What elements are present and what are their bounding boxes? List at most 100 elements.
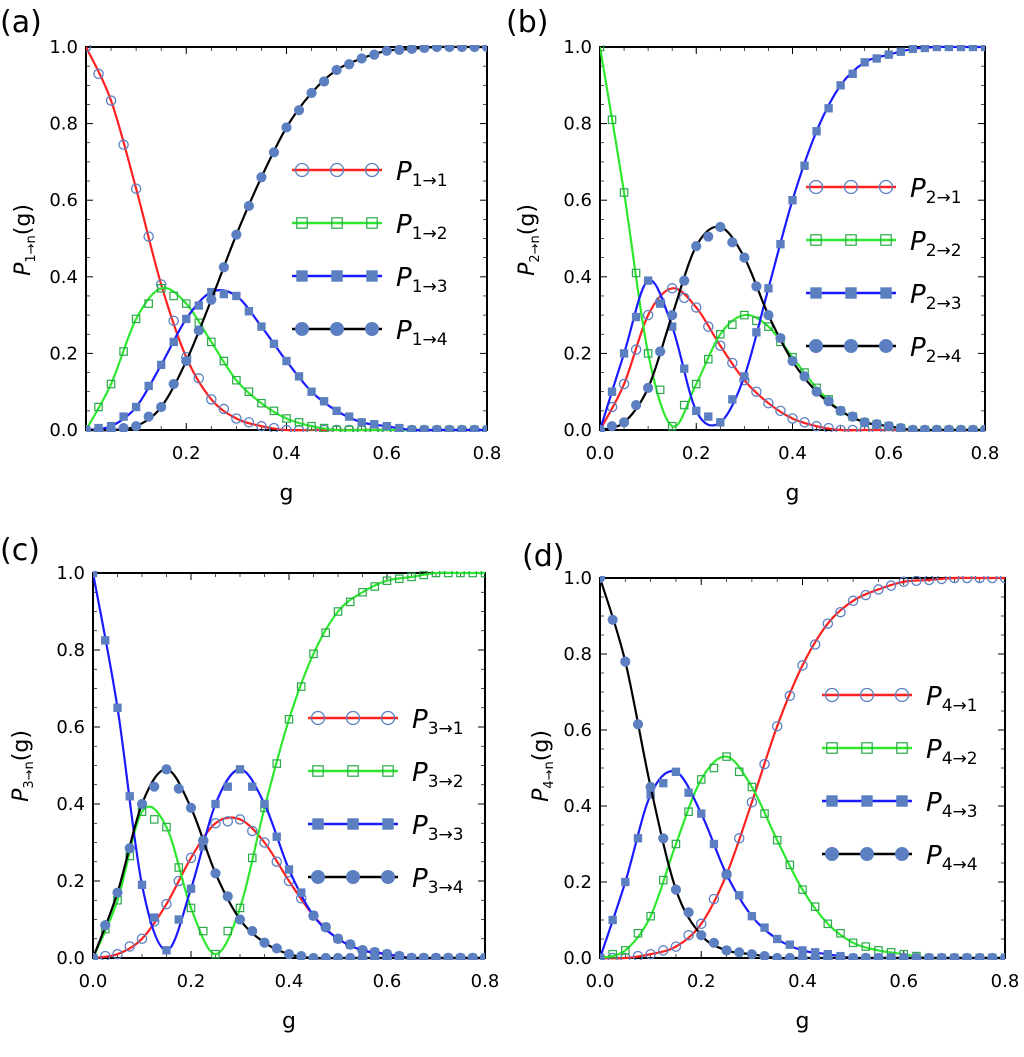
data-point (468, 571, 478, 578)
y-tick-label: 0.4 (563, 267, 592, 288)
data-point (607, 387, 617, 396)
data-point (645, 948, 656, 960)
data-point (293, 105, 305, 116)
legend-entry: P1→4 (292, 316, 448, 350)
data-point (271, 856, 282, 868)
legend-label: P2→1 (910, 174, 962, 208)
legend-label-sub: 1→1 (412, 171, 448, 191)
data-point (345, 952, 356, 960)
data-point (256, 172, 267, 183)
data-point (186, 903, 196, 913)
legend-marker (346, 870, 360, 884)
data-point (257, 322, 266, 331)
y-tick-label: 0.0 (49, 420, 78, 441)
data-point (173, 783, 184, 794)
data-point (318, 76, 330, 87)
data-point (797, 660, 808, 671)
data-point (281, 122, 292, 133)
legend-marker (347, 765, 359, 777)
legend-entry: P2→4 (806, 333, 962, 367)
data-point (658, 833, 669, 844)
data-point (785, 860, 795, 870)
data-point (93, 68, 104, 80)
y-axis-label-tail: (g) (11, 204, 36, 235)
legend-marker (311, 870, 325, 884)
legend-marker (810, 234, 822, 246)
data-point (272, 759, 282, 768)
x-tick-label: 0.6 (373, 971, 402, 992)
data-point (709, 763, 719, 773)
data-point (734, 947, 745, 958)
data-point (481, 45, 487, 53)
legend-label-main: P (910, 174, 926, 204)
data-point (455, 952, 466, 960)
data-point (136, 933, 148, 945)
data-point (143, 411, 154, 422)
data-point (943, 424, 955, 432)
data-point (670, 941, 682, 952)
data-point (259, 837, 270, 848)
data-point (319, 397, 329, 406)
data-point (847, 424, 858, 432)
data-point (872, 54, 881, 63)
legend-marker (879, 339, 893, 353)
data-point (703, 321, 714, 332)
data-point (600, 576, 606, 584)
data-point (296, 682, 306, 691)
data-point (721, 945, 732, 956)
data-point (659, 779, 668, 788)
data-point (798, 885, 807, 894)
data-point (131, 314, 141, 324)
data-point (716, 329, 725, 339)
data-point (272, 832, 281, 841)
data-point (911, 952, 922, 960)
data-point (456, 45, 468, 53)
data-point (980, 45, 985, 52)
legend-marker (895, 847, 909, 861)
data-point (232, 375, 241, 385)
data-point (137, 880, 147, 890)
legend-label: P3→2 (412, 758, 464, 792)
data-point (679, 400, 689, 410)
data-point (691, 302, 702, 313)
data-point (961, 952, 973, 960)
data-point (149, 781, 160, 792)
data-point (346, 940, 355, 949)
data-point (811, 420, 822, 432)
data-point (787, 413, 798, 424)
data-point (619, 188, 629, 197)
data-point (469, 45, 480, 53)
series-line (600, 576, 1005, 960)
y-tick-label: 0.6 (563, 720, 592, 741)
data-point (457, 425, 467, 432)
panel-label: (b) (506, 5, 548, 40)
legend-label-sub: 4→4 (942, 855, 978, 875)
data-point (420, 425, 429, 432)
data-point (321, 628, 331, 637)
data-point (979, 424, 985, 432)
y-tick-label: 0.4 (49, 267, 78, 288)
legend-entry: P4→1 (822, 682, 978, 716)
data-point (822, 952, 833, 960)
data-point (369, 49, 380, 60)
data-point (835, 405, 846, 416)
legend-marker (366, 217, 378, 229)
data-point (480, 571, 485, 578)
data-point (394, 574, 404, 584)
legend-label-sub: 3→2 (428, 772, 464, 792)
legend-label-sub: 2→1 (926, 188, 962, 208)
legend-label-sub: 3→4 (428, 878, 464, 898)
data-point (884, 50, 893, 59)
data-point (776, 240, 785, 249)
legend-marker (878, 179, 894, 195)
data-point (467, 952, 478, 960)
data-point (747, 782, 757, 792)
data-point (246, 825, 258, 837)
legend-marker (860, 847, 874, 861)
data-point (232, 291, 241, 301)
data-point (333, 607, 343, 616)
y-axis-label-sub: 2→n (528, 235, 543, 262)
data-point (708, 937, 720, 948)
legend-label-main: P (910, 280, 926, 310)
legend-marker (896, 742, 908, 754)
